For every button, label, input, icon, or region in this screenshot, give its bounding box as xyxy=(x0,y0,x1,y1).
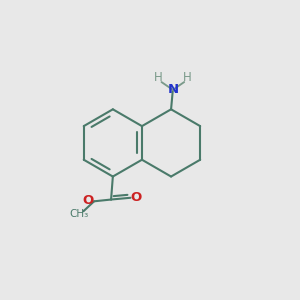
Text: O: O xyxy=(130,190,142,204)
Text: N: N xyxy=(167,83,178,96)
Text: CH₃: CH₃ xyxy=(70,209,89,219)
Text: H: H xyxy=(154,71,163,84)
Text: H: H xyxy=(183,71,191,84)
Text: O: O xyxy=(83,194,94,207)
